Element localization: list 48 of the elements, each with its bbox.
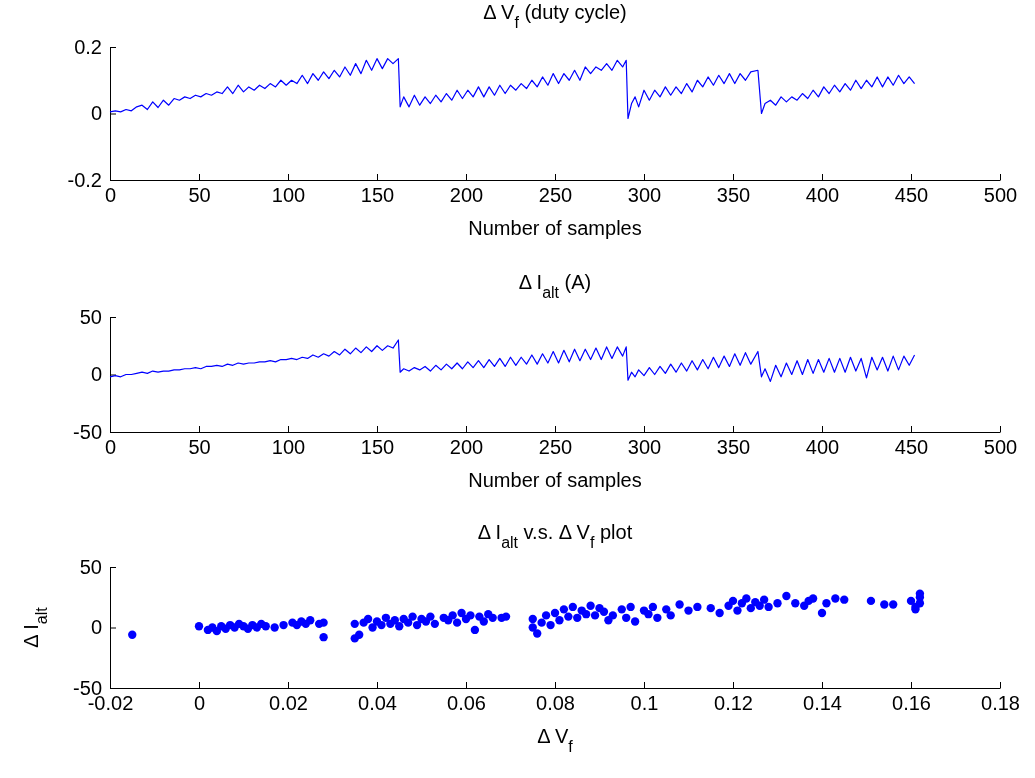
- x-tick-label: 0: [104, 184, 117, 207]
- y-tick-label: 0: [90, 616, 102, 639]
- x-tick-label: 450: [894, 184, 929, 207]
- x-tick-label: 400: [805, 436, 840, 459]
- line-series: [109, 339, 916, 382]
- x-tick-label: 300: [627, 184, 662, 207]
- x-axis-title: Number of samples: [468, 217, 642, 239]
- y-tick-label: 50: [79, 555, 102, 578]
- x-tick-label: 0.12: [714, 692, 753, 715]
- x-tick-label: 100: [271, 436, 306, 459]
- x-tick-label: 0.08: [536, 692, 575, 715]
- x-tick-label: 250: [538, 184, 573, 207]
- chart-title: Δ V$_{f}$ (duty cycle): [483, 1, 627, 31]
- y-tick-label: -50: [73, 420, 102, 443]
- x-tick-label: 400: [805, 184, 840, 207]
- x-tick-label: 300: [627, 436, 662, 459]
- x-tick-label: 450: [894, 436, 929, 459]
- x-tick-label: 500: [983, 436, 1018, 459]
- y-tick-label: 0: [90, 102, 102, 125]
- x-tick-label: 0: [193, 692, 206, 715]
- y-tick-label: 50: [79, 305, 102, 328]
- x-tick-label: 0.16: [892, 692, 931, 715]
- x-tick-label: 350: [716, 184, 751, 207]
- x-tick-label: 500: [983, 184, 1018, 207]
- chart-title: Δ I$_{alt}$ v.s. Δ V$_{f}$ plot: [477, 521, 633, 551]
- x-tick-label: 100: [271, 184, 306, 207]
- y-tick-label: 0: [90, 363, 102, 386]
- x-axis-title: Number of samples: [468, 469, 642, 491]
- y-tick-label: -0.2: [67, 168, 102, 191]
- x-tick-label: 350: [716, 436, 751, 459]
- x-tick-label: 50: [188, 436, 211, 459]
- x-tick-label: 150: [360, 436, 395, 459]
- x-tick-label: 0.14: [803, 692, 842, 715]
- x-tick-label: 0.02: [269, 692, 308, 715]
- x-tick-label: 0.04: [358, 692, 397, 715]
- x-tick-label: 0.18: [981, 692, 1020, 715]
- x-axis-title: Δ V$_{f}$: [537, 725, 574, 755]
- line-series: [109, 58, 916, 120]
- x-tick-label: 0: [104, 436, 117, 459]
- chart-title: Δ I$_{alt}$ (A): [518, 271, 592, 301]
- x-tick-label: 200: [449, 436, 484, 459]
- x-tick-label: 50: [188, 184, 211, 207]
- y-tick-label: 0.2: [74, 35, 102, 58]
- x-tick-label: 200: [449, 184, 484, 207]
- x-tick-label: 250: [538, 436, 573, 459]
- x-tick-label: 0.06: [447, 692, 486, 715]
- x-tick-label: 0.1: [630, 692, 659, 715]
- x-tick-label: 150: [360, 184, 395, 207]
